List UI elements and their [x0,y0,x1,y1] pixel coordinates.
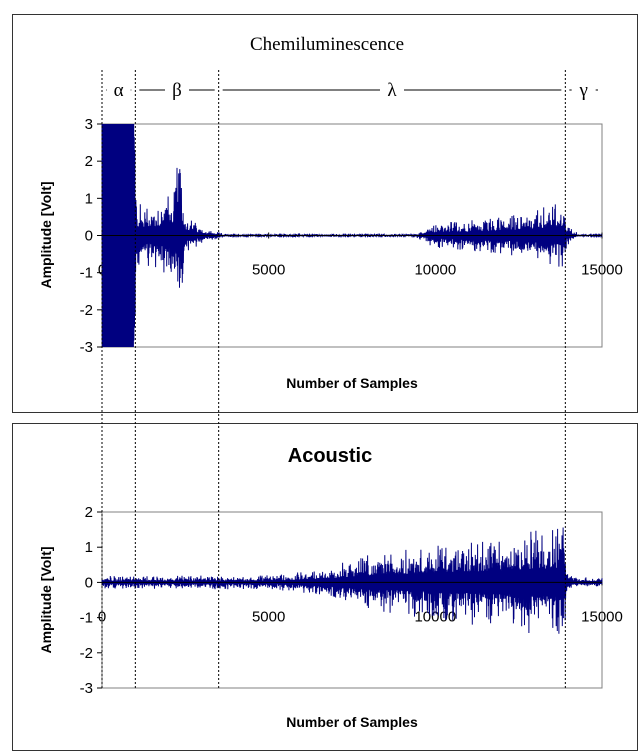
y-tick-label: 3 [85,116,93,133]
x-tick-label: 0 [98,608,106,625]
chart2-title: Acoustic [288,445,372,467]
chart1-y-ticks: 3 2 1 0 -1 -2 -3 [80,116,102,356]
y-tick-label: -1 [80,610,93,627]
y-tick-label: 1 [85,190,93,207]
region-label-0: α [114,80,124,101]
chart1-title: Chemiluminescence [250,34,404,55]
y-tick-label: -3 [80,339,93,356]
chart1-signal-series [101,123,603,348]
region-label-1: β [172,80,182,101]
y-tick-label: -1 [80,265,93,282]
region-label-2: λ [387,80,397,101]
y-tick-label: -2 [80,645,93,662]
x-tick-label: 15000 [581,608,623,625]
chart1-x-axis-label: Number of Samples [286,375,418,391]
x-tick-label: 10000 [414,608,456,625]
y-tick-label: 1 [85,539,93,556]
x-tick-label: 5000 [252,608,285,625]
chart1-y-axis-label: Amplitude [Volt] [38,181,54,288]
chart2-y-axis-label: Amplitude [Volt] [38,546,54,653]
y-tick-label: -3 [80,680,93,697]
chart2-y-ticks: 2 1 0 -1 -2 -3 [80,504,102,697]
region-label-3: γ [578,80,587,101]
y-tick-label: 0 [85,574,93,591]
y-tick-label: -2 [80,302,93,319]
x-tick-label: 5000 [252,262,285,279]
y-tick-label: 2 [85,504,93,521]
y-tick-label: 0 [85,228,93,245]
chart2-signal-series [101,527,603,634]
chart2-x-axis-label: Number of Samples [286,714,418,730]
x-tick-label: 10000 [414,262,456,279]
region-boundary-lines [101,70,566,688]
x-tick-label: 15000 [581,262,623,279]
y-tick-label: 2 [85,153,93,170]
